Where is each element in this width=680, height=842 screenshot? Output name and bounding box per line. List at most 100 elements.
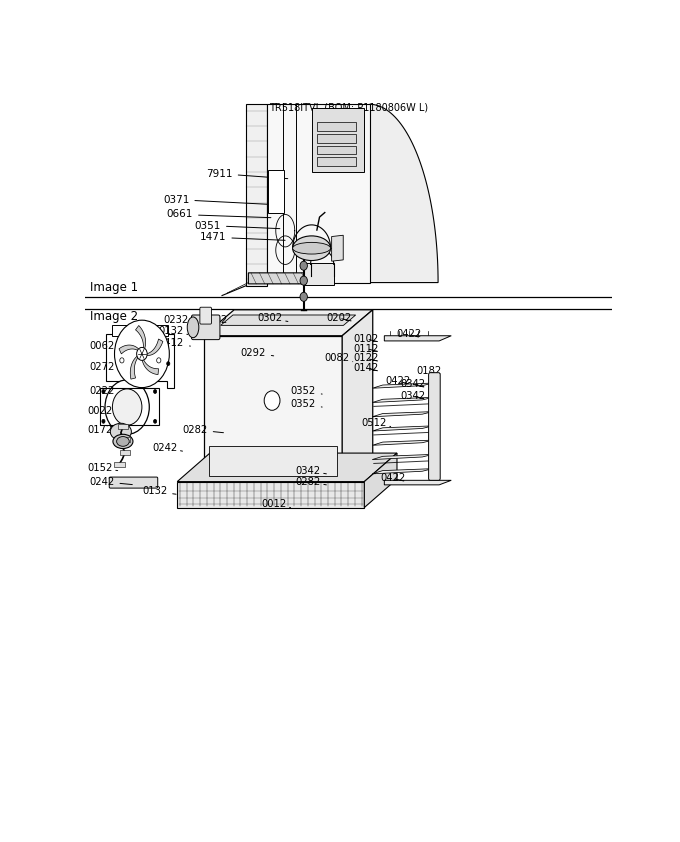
Polygon shape	[372, 426, 432, 431]
Polygon shape	[384, 480, 452, 485]
Polygon shape	[145, 339, 163, 355]
Ellipse shape	[113, 434, 133, 449]
Text: 0502: 0502	[203, 315, 228, 324]
Circle shape	[102, 419, 105, 424]
Polygon shape	[372, 455, 432, 460]
Text: 0352: 0352	[290, 386, 322, 396]
FancyBboxPatch shape	[192, 315, 220, 339]
Polygon shape	[311, 108, 364, 173]
FancyBboxPatch shape	[119, 437, 130, 442]
Text: 0062: 0062	[89, 341, 129, 351]
Text: 0302: 0302	[258, 313, 288, 323]
Text: 0132: 0132	[158, 326, 188, 336]
FancyBboxPatch shape	[303, 263, 334, 285]
Polygon shape	[135, 326, 146, 351]
Text: 0352: 0352	[290, 399, 322, 409]
FancyBboxPatch shape	[317, 134, 356, 142]
Circle shape	[102, 390, 105, 393]
Text: 0661: 0661	[167, 210, 271, 220]
FancyBboxPatch shape	[268, 170, 284, 213]
Text: 0351: 0351	[194, 221, 280, 231]
Text: TR518ITVL (BOM: P1180806W L): TR518ITVL (BOM: P1180806W L)	[269, 102, 428, 112]
Circle shape	[114, 320, 169, 387]
Circle shape	[300, 261, 307, 270]
Polygon shape	[119, 345, 140, 354]
FancyBboxPatch shape	[118, 424, 129, 429]
FancyBboxPatch shape	[120, 450, 131, 455]
Ellipse shape	[110, 424, 131, 440]
Circle shape	[154, 419, 156, 424]
Polygon shape	[332, 235, 343, 261]
Text: 0282: 0282	[296, 477, 326, 487]
FancyBboxPatch shape	[317, 122, 356, 131]
Text: 0422: 0422	[380, 473, 405, 483]
Polygon shape	[142, 357, 158, 375]
Text: 0412: 0412	[158, 338, 190, 348]
Text: 1471: 1471	[200, 232, 285, 242]
Text: 0172: 0172	[88, 425, 121, 435]
Text: 0242: 0242	[152, 443, 182, 453]
Text: 0022: 0022	[88, 406, 120, 416]
Polygon shape	[384, 336, 452, 341]
Polygon shape	[364, 453, 397, 508]
Polygon shape	[245, 104, 267, 285]
Text: 0222: 0222	[89, 386, 124, 396]
Text: 0282: 0282	[182, 424, 224, 434]
Text: 0102: 0102	[354, 334, 379, 344]
Polygon shape	[342, 310, 373, 482]
Circle shape	[112, 389, 142, 425]
Text: 0132: 0132	[142, 487, 176, 496]
FancyBboxPatch shape	[317, 146, 356, 154]
Circle shape	[264, 391, 280, 410]
Text: 0512: 0512	[362, 418, 390, 429]
Text: 0422: 0422	[386, 376, 411, 386]
Text: 0292: 0292	[241, 348, 273, 358]
Circle shape	[300, 292, 307, 301]
Text: 0342: 0342	[400, 380, 425, 389]
Polygon shape	[131, 355, 139, 379]
Text: 0371: 0371	[163, 195, 275, 205]
Circle shape	[105, 380, 150, 434]
Text: 0342: 0342	[296, 466, 326, 476]
Text: 0202: 0202	[326, 313, 352, 323]
Ellipse shape	[117, 436, 129, 446]
Text: 0122: 0122	[354, 354, 379, 364]
Text: 7911: 7911	[206, 168, 288, 179]
Circle shape	[167, 362, 170, 365]
Text: Image 2: Image 2	[90, 311, 139, 323]
Text: Image 1: Image 1	[90, 280, 139, 294]
Text: 0232: 0232	[163, 315, 194, 324]
FancyBboxPatch shape	[112, 325, 168, 337]
Polygon shape	[372, 397, 432, 402]
Text: 0152: 0152	[88, 463, 118, 473]
Text: 0272: 0272	[89, 362, 122, 372]
Polygon shape	[372, 383, 432, 388]
FancyBboxPatch shape	[177, 482, 364, 508]
Ellipse shape	[187, 317, 199, 338]
Circle shape	[156, 358, 161, 363]
Polygon shape	[267, 104, 370, 283]
Text: 0422: 0422	[396, 329, 421, 339]
Text: 0342: 0342	[400, 391, 425, 401]
Text: 0112: 0112	[354, 344, 379, 354]
FancyBboxPatch shape	[428, 373, 440, 480]
Text: 0082: 0082	[325, 354, 353, 364]
Circle shape	[154, 390, 156, 393]
Polygon shape	[372, 469, 432, 474]
Polygon shape	[220, 315, 356, 325]
Polygon shape	[372, 440, 432, 445]
Ellipse shape	[292, 242, 330, 254]
Polygon shape	[177, 453, 397, 482]
FancyBboxPatch shape	[203, 336, 342, 482]
FancyBboxPatch shape	[109, 477, 158, 488]
FancyBboxPatch shape	[317, 157, 356, 166]
Polygon shape	[209, 446, 337, 477]
Circle shape	[300, 276, 307, 285]
Polygon shape	[372, 412, 432, 417]
FancyBboxPatch shape	[114, 461, 124, 466]
Text: 0142: 0142	[354, 363, 379, 373]
Text: 0182: 0182	[416, 366, 441, 376]
Circle shape	[137, 348, 147, 360]
Circle shape	[120, 358, 124, 363]
Text: 0012: 0012	[262, 499, 290, 509]
